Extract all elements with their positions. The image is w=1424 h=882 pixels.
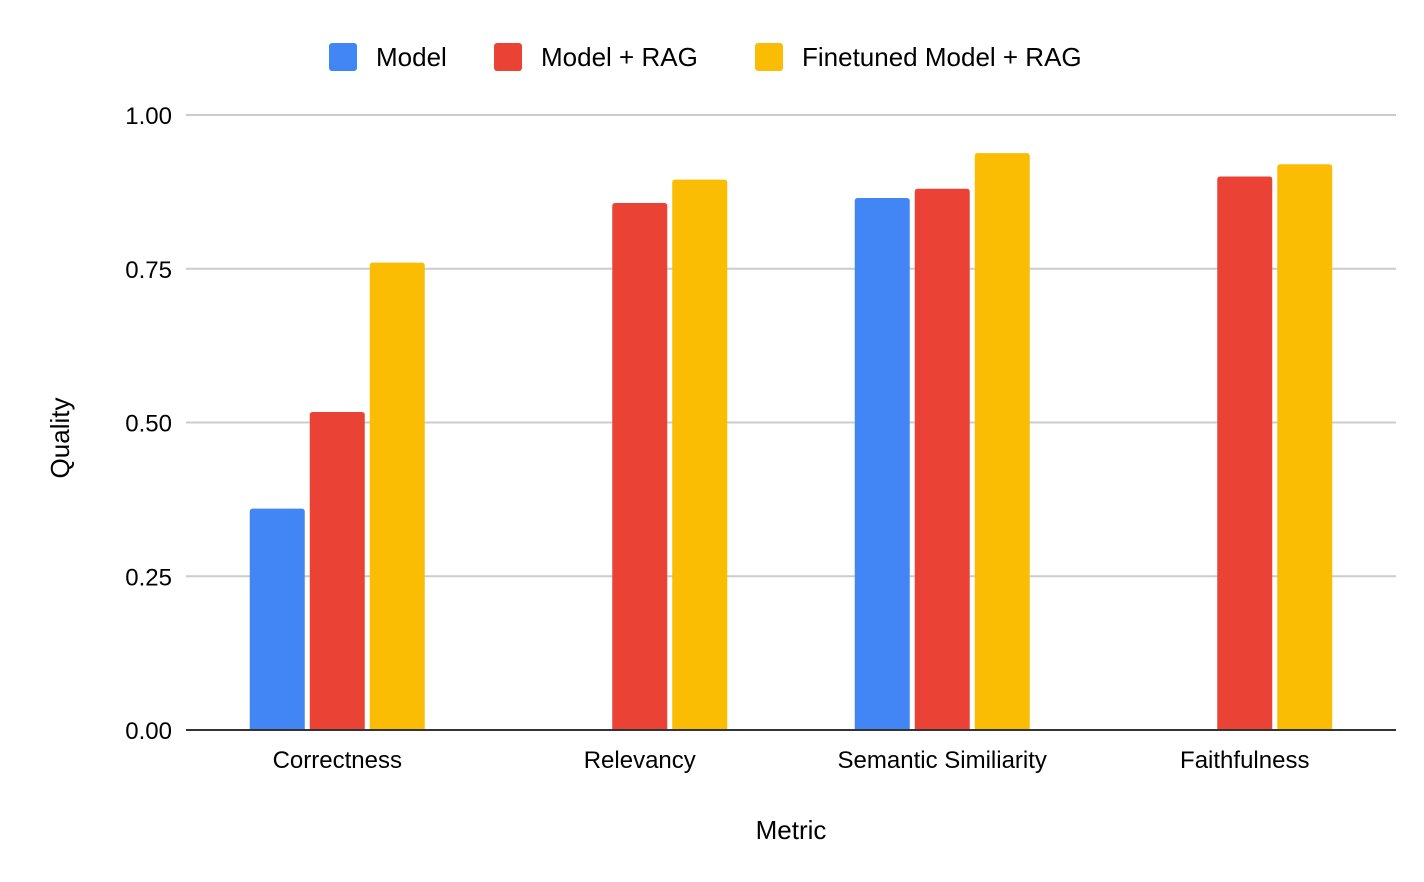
bar <box>974 153 1030 730</box>
bar <box>854 198 910 730</box>
legend-label: Model + RAG <box>541 42 698 72</box>
x-tick-label: Relevancy <box>584 747 696 774</box>
gridlines <box>186 114 1396 578</box>
y-tick-label: 0.50 <box>125 411 172 438</box>
legend-swatch <box>329 43 357 71</box>
bar <box>672 179 728 730</box>
bar <box>914 188 970 731</box>
y-tick-label: 0.00 <box>125 718 172 745</box>
legend-swatch <box>755 43 783 71</box>
legend-swatch <box>494 43 522 71</box>
y-axis-title: Quality <box>45 398 75 479</box>
bar <box>369 262 425 730</box>
bar <box>249 508 305 730</box>
legend-label: Model <box>376 42 447 72</box>
x-axis-title: Metric <box>756 815 827 845</box>
legend: Model Model + RAG Finetuned Model + RAG <box>329 42 1082 72</box>
x-axis-ticks: Correctness Relevancy Semantic Similiarity… <box>273 747 1310 774</box>
x-tick-label: Faithfulness <box>1180 747 1309 774</box>
x-tick-label: Semantic Similiarity <box>838 747 1047 774</box>
y-axis-ticks: 0.00 0.25 0.50 0.75 1.00 <box>125 103 172 745</box>
y-tick-label: 1.00 <box>125 103 172 130</box>
legend-label: Finetuned Model + RAG <box>802 42 1082 72</box>
x-tick-label: Correctness <box>273 747 402 774</box>
bars <box>249 153 1333 731</box>
y-tick-label: 0.75 <box>125 257 172 284</box>
y-tick-label: 0.25 <box>125 564 172 591</box>
bar <box>1277 164 1333 730</box>
bar <box>612 202 668 730</box>
bar <box>309 412 365 730</box>
bar <box>1217 176 1273 730</box>
